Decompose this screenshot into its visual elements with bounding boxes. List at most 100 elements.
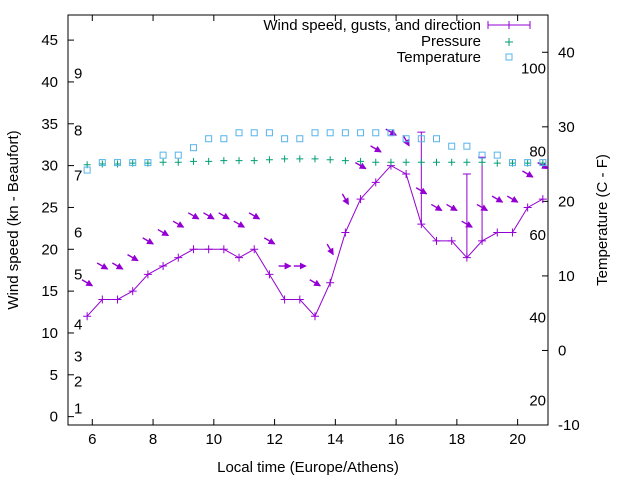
wind-direction-arrow bbox=[111, 262, 124, 270]
pressure-point bbox=[311, 155, 319, 163]
pressure-point bbox=[463, 158, 471, 166]
wind-direction-arrow bbox=[263, 237, 276, 245]
wind-direction-arrow bbox=[233, 220, 246, 228]
temperature-point bbox=[448, 142, 456, 150]
temperature-point bbox=[235, 129, 243, 137]
y2-tick-label: 0 bbox=[558, 342, 566, 359]
beaufort-label: 2 bbox=[74, 373, 82, 390]
temperature-point bbox=[433, 135, 441, 143]
y-tick-label: 10 bbox=[41, 325, 58, 342]
pressure-point bbox=[417, 158, 425, 166]
y2-tick-label: 20 bbox=[558, 193, 575, 210]
wind-speed-point bbox=[235, 253, 244, 262]
wind-direction-arrow bbox=[326, 243, 334, 256]
wind-direction-arrow bbox=[522, 170, 534, 178]
y2-tick-label: 40 bbox=[558, 44, 575, 61]
x-tick-label: 18 bbox=[449, 431, 466, 448]
wind-direction-arrow bbox=[430, 203, 443, 212]
pressure-point bbox=[98, 160, 106, 168]
temperature-point bbox=[387, 129, 395, 137]
wind-direction-arrow bbox=[446, 203, 458, 212]
temperature-point bbox=[83, 166, 91, 174]
x-tick-label: 8 bbox=[149, 431, 157, 448]
wind-speed-point bbox=[432, 236, 441, 245]
temperature-point bbox=[296, 135, 304, 143]
wind-speed-point bbox=[250, 245, 259, 254]
wind-speed-point bbox=[295, 295, 304, 304]
wind-speed-point bbox=[113, 295, 122, 304]
pressure-point bbox=[250, 157, 258, 165]
temperature-point bbox=[341, 129, 349, 137]
wind-speed-point bbox=[280, 295, 289, 304]
pressure-point bbox=[402, 158, 410, 166]
wind-direction-arrow bbox=[506, 195, 519, 203]
x-axis-title: Local time (Europe/Athens) bbox=[217, 459, 399, 476]
pressure-point bbox=[387, 158, 395, 166]
wind-speed-point bbox=[174, 253, 183, 262]
wind-speed-point bbox=[159, 262, 168, 271]
x-tick-label: 12 bbox=[266, 431, 283, 448]
pressure-point bbox=[326, 156, 334, 164]
y-tick-label: 15 bbox=[41, 283, 58, 300]
temperature-point bbox=[129, 159, 137, 167]
wind-direction-arrow bbox=[142, 237, 154, 245]
y-tick-label: 30 bbox=[41, 158, 58, 175]
wind-speed-point bbox=[143, 270, 152, 279]
fahrenheit-label: 100 bbox=[521, 61, 546, 78]
y-tick-label: 0 bbox=[50, 409, 58, 426]
wind-speed-point bbox=[83, 312, 92, 321]
wind-direction-arrow bbox=[81, 279, 94, 287]
temperature-point bbox=[174, 151, 182, 159]
pressure-point bbox=[372, 158, 380, 166]
legend: Wind speed, gusts, and direction Pressur… bbox=[263, 17, 531, 66]
fahrenheit-label: 80 bbox=[529, 143, 546, 160]
pressure-point bbox=[235, 157, 243, 165]
temperature-point bbox=[114, 159, 122, 167]
pressure-point bbox=[493, 159, 501, 167]
beaufort-label: 8 bbox=[74, 122, 82, 139]
wind-direction-arrow bbox=[461, 220, 473, 228]
pressure-point bbox=[281, 155, 289, 163]
y-tick-label: 5 bbox=[50, 367, 58, 384]
x-tick-label: 14 bbox=[327, 431, 344, 448]
y2-tick-label: -10 bbox=[558, 417, 580, 434]
wind-speed-point bbox=[98, 295, 107, 304]
beaufort-label: 1 bbox=[74, 400, 82, 417]
pressure-point bbox=[189, 157, 197, 165]
temperature-point bbox=[189, 144, 197, 152]
wind-speed-point bbox=[447, 236, 456, 245]
pressure-point bbox=[114, 160, 122, 168]
wind-speed-point bbox=[508, 228, 517, 237]
temperature-point bbox=[372, 129, 380, 137]
pressure-point bbox=[433, 158, 441, 166]
wind-speed-point bbox=[189, 245, 198, 254]
y-tick-label: 40 bbox=[41, 74, 58, 91]
y-tick-label: 35 bbox=[41, 116, 58, 133]
y-tick-label: 20 bbox=[41, 241, 58, 258]
legend-label-temperature: Temperature bbox=[397, 49, 481, 66]
pressure-point bbox=[448, 158, 456, 166]
wind-speed-point bbox=[538, 195, 547, 204]
plot-frame bbox=[67, 14, 549, 426]
beaufort-label: 5 bbox=[74, 266, 82, 283]
pressure-point bbox=[357, 157, 365, 165]
y-tick-label: 25 bbox=[41, 199, 58, 216]
x-tick-label: 10 bbox=[205, 431, 222, 448]
temperature-point bbox=[417, 135, 425, 143]
y-axis-title: Wind speed (kn - Beaufort) bbox=[5, 130, 22, 309]
temperature-point bbox=[205, 135, 213, 143]
wind-speed-point bbox=[219, 245, 228, 254]
beaufort-label: 7 bbox=[74, 168, 82, 185]
wind-speed-point bbox=[371, 178, 380, 187]
x-tick-label: 6 bbox=[88, 431, 96, 448]
temperature-point bbox=[402, 135, 410, 143]
temperature-point bbox=[478, 151, 486, 159]
pressure-point bbox=[220, 157, 228, 165]
temperature-point bbox=[524, 159, 532, 167]
temperature-point bbox=[265, 129, 273, 137]
legend-swatch-wind-marker bbox=[505, 21, 513, 29]
x-tick-label: 20 bbox=[509, 431, 526, 448]
temperature-point bbox=[250, 129, 258, 137]
beaufort-label: 6 bbox=[74, 225, 82, 242]
